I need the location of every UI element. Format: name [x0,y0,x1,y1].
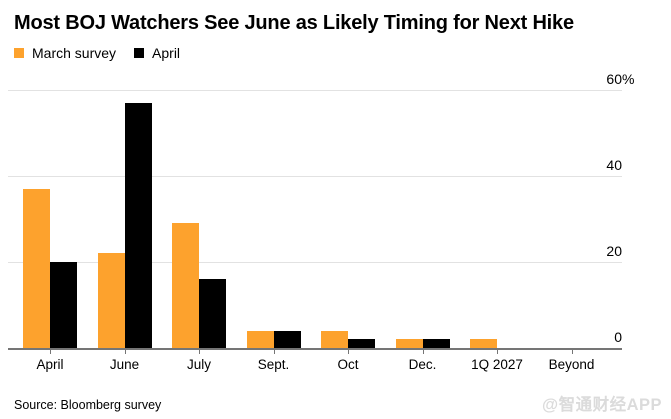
bar-march-1q-2027 [470,339,497,348]
x-axis-label-sept-: Sept. [257,357,290,372]
bar-april-sept- [273,330,301,348]
bar-march-dec- [395,339,423,348]
x-axis-label-july: July [186,357,212,372]
x-tick-june [124,350,126,354]
bar-april-oct [348,339,375,348]
x-axis-label-dec-: Dec. [408,357,437,372]
bar-march-april [23,188,50,348]
x-axis-line [8,348,622,350]
chart-title: Most BOJ Watchers See June as Likely Tim… [14,12,574,34]
gridline-20 [8,262,622,263]
bar-march-sept- [246,330,274,348]
y-axis-label-40: 40 [606,157,622,173]
x-tick-dec- [422,350,424,354]
bar-march-oct [321,330,348,348]
legend-label-april: April [152,45,181,61]
bar-april-dec- [422,339,450,348]
bar-april-june [124,102,152,348]
gridline-40 [8,176,622,177]
y-axis-label-20: 20 [606,243,622,259]
source-caption: Source: Bloomberg survey [14,398,162,412]
y-axis-label-0: 0 [614,329,622,345]
gridline-60 [8,90,622,91]
watermark-text: @智通财经APP [541,396,662,414]
x-axis-label-june: June [109,357,140,372]
legend-swatch-april-icon [134,48,145,58]
y-axis-label-60: 60% [606,71,635,87]
x-axis-label-1q-2027: 1Q 2027 [471,357,523,372]
x-axis-label-oct: Oct [337,357,359,372]
bar-march-july [172,223,199,348]
bar-march-june [97,253,125,348]
plot-area [8,90,622,348]
x-tick-april [50,350,51,354]
bar-april-april [50,262,77,348]
x-tick-beyond [571,350,573,354]
chart-legend: March survey April [14,45,180,61]
x-tick-oct [348,350,349,354]
x-tick-1q-2027 [497,350,498,354]
bar-april-july [199,279,226,348]
x-axis-label-april: April [36,357,64,372]
x-axis-label-beyond: Beyond [548,357,595,372]
x-tick-sept- [273,350,275,354]
legend-swatch-march-icon [14,48,24,58]
legend-item-march-survey: March survey [14,45,116,61]
x-tick-july [199,350,200,354]
legend-label-march: March survey [32,45,117,61]
legend-item-april: April [134,45,180,61]
